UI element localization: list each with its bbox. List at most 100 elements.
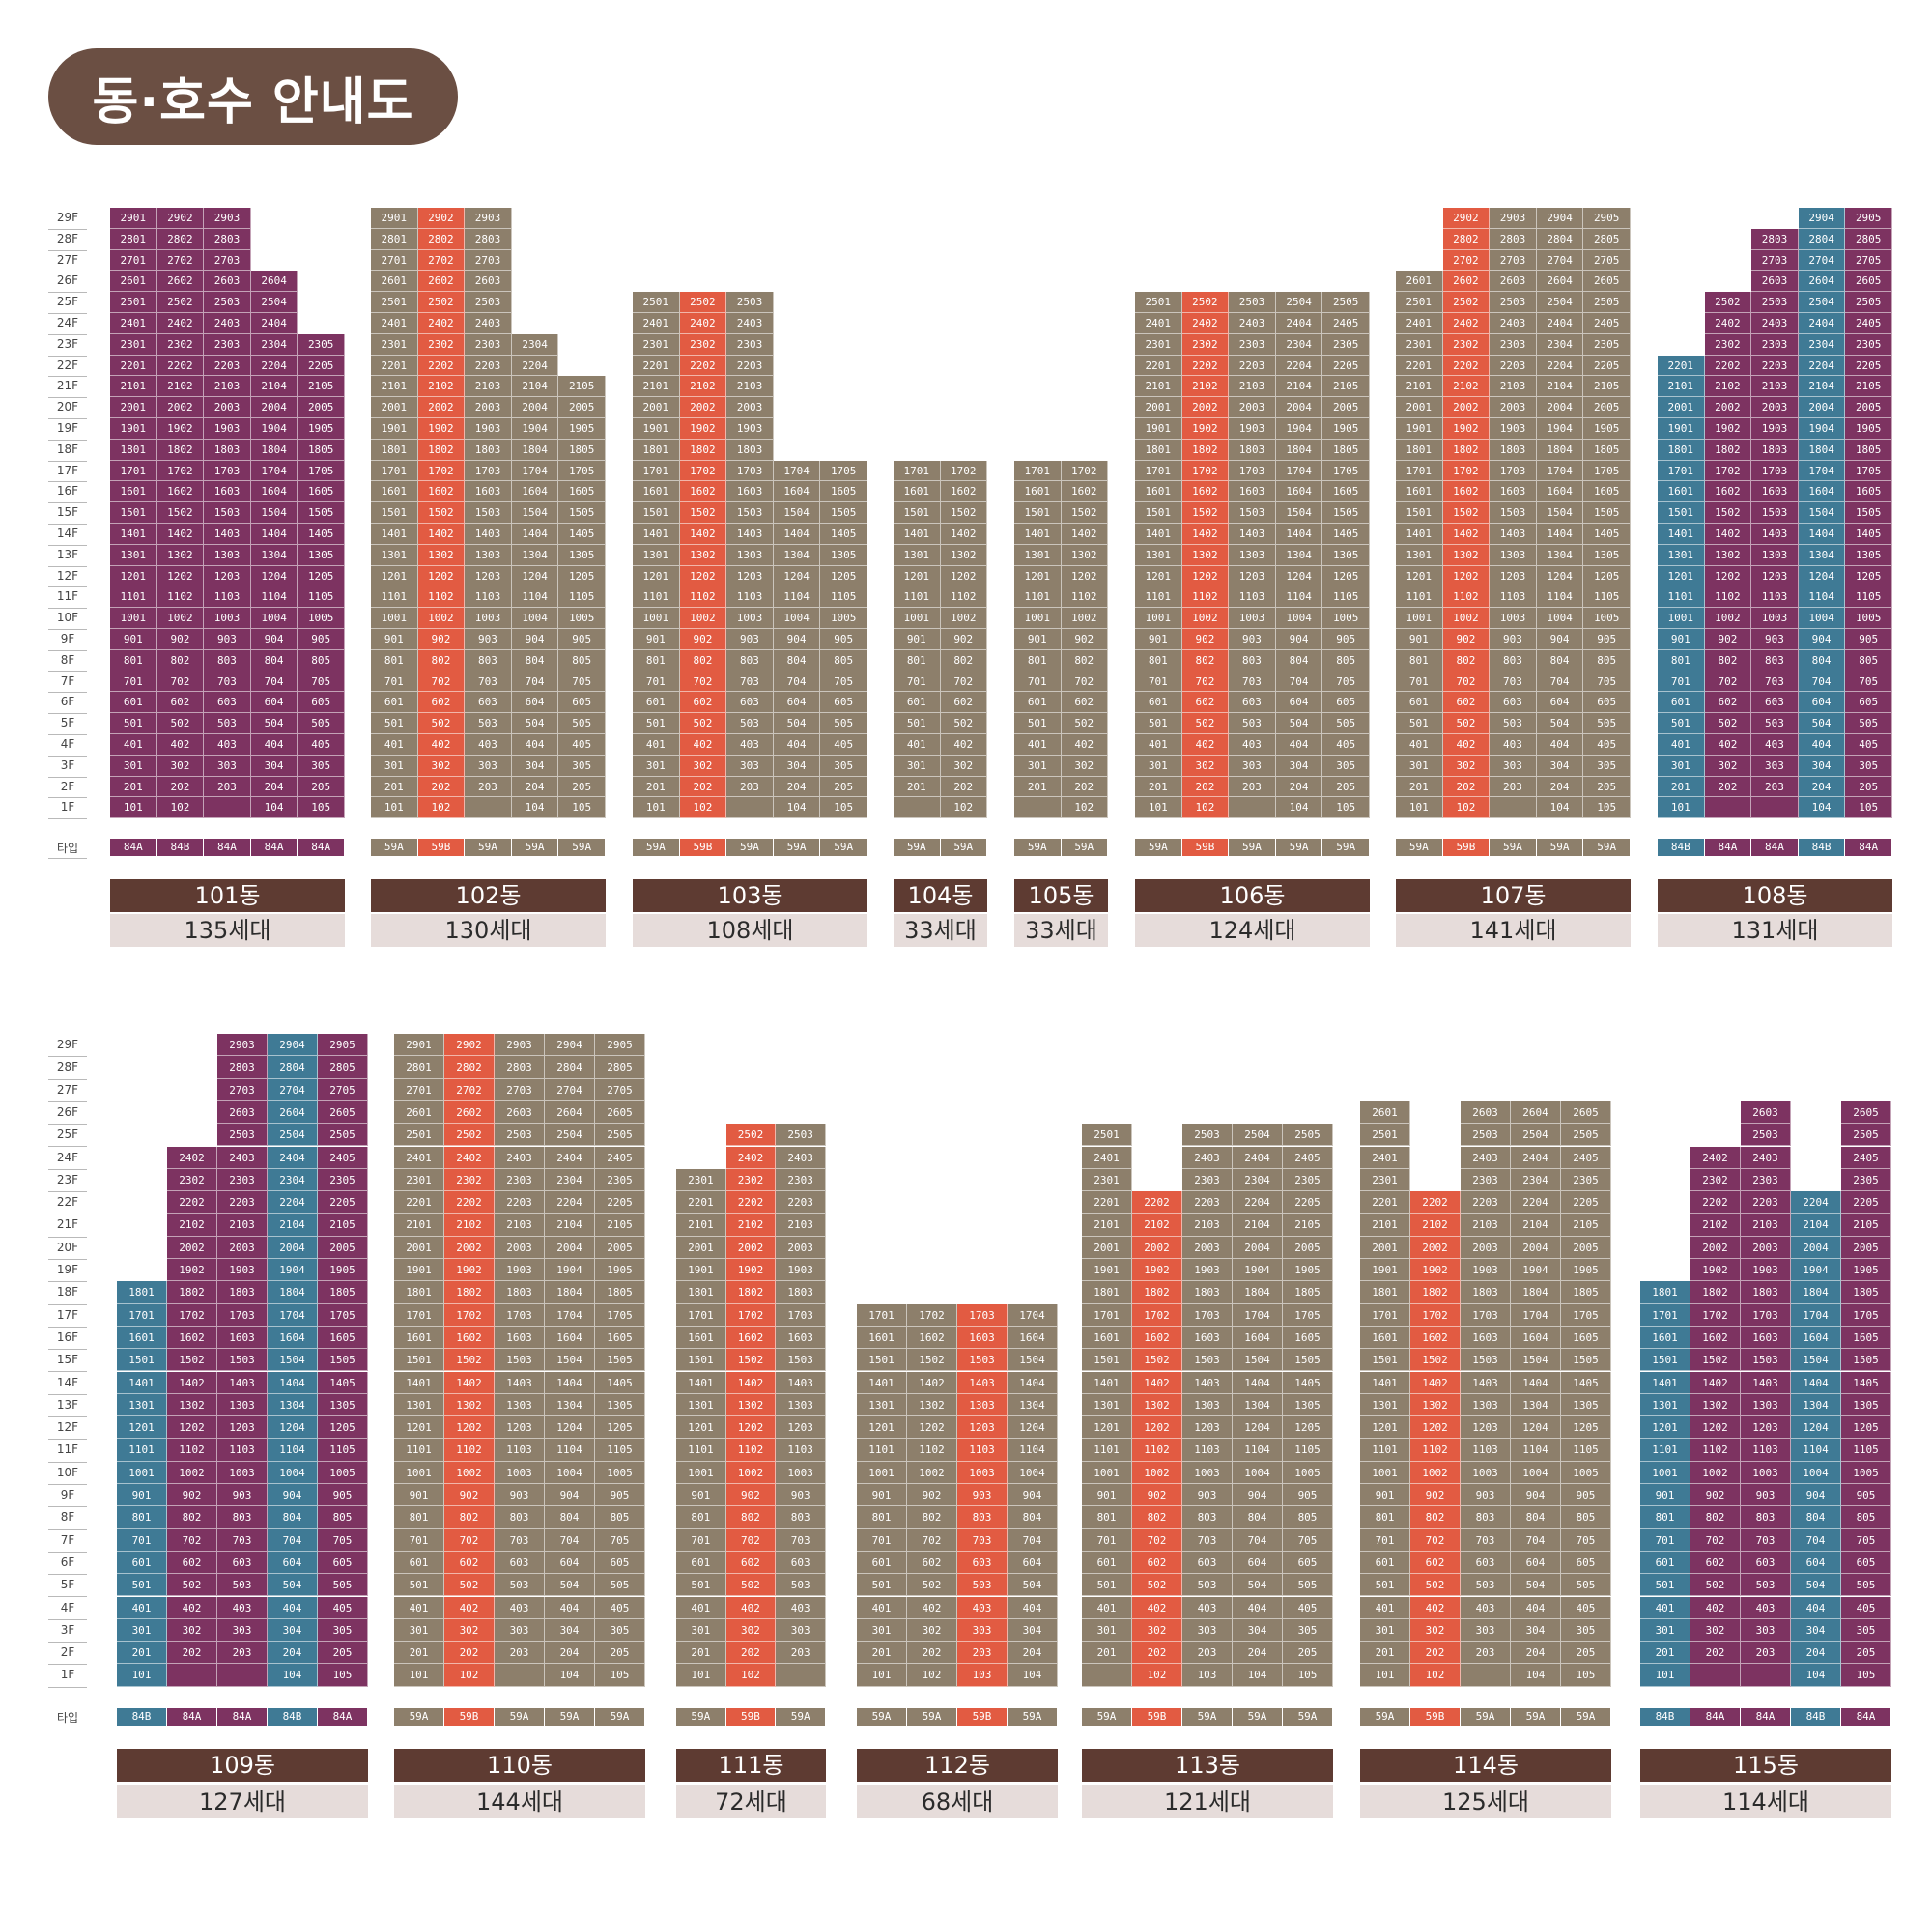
unit-cell: 1401 <box>1082 1371 1132 1394</box>
unit-cell: 1605 <box>1561 1326 1611 1350</box>
unit-cell: 1301 <box>371 544 418 566</box>
unit-cell: 1101 <box>1658 586 1705 609</box>
unit-cell: 801 <box>894 649 941 671</box>
unit-cell: 303 <box>495 1618 545 1643</box>
unit-cell: 1302 <box>167 1393 217 1417</box>
unit-cell: 2202 <box>417 355 466 377</box>
unit-cell: 2904 <box>268 1034 318 1057</box>
unit-cell: 102 <box>1181 797 1230 819</box>
floor-label: 6F <box>48 1552 87 1576</box>
unit-cell: 1503 <box>957 1349 1008 1372</box>
unit-cell: 1602 <box>907 1326 957 1350</box>
unit-cell: 1204 <box>1233 1416 1283 1440</box>
unit-cell-empty <box>1082 1664 1132 1687</box>
unit-cell: 1702 <box>1690 1303 1741 1327</box>
unit-cell: 2903 <box>465 208 512 229</box>
unit-cell: 901 <box>1640 1484 1690 1507</box>
unit-cell: 204 <box>1536 776 1584 798</box>
unit-cell: 2102 <box>679 376 727 398</box>
type-cell: 59A <box>1283 1708 1333 1726</box>
type-cell: 84B <box>1798 839 1846 856</box>
unit-cell: 203 <box>957 1642 1008 1665</box>
unit-cell: 303 <box>1182 1618 1233 1643</box>
unit-cell: 1201 <box>1640 1416 1690 1440</box>
unit-cell: 405 <box>318 1596 368 1619</box>
unit-cell: 1103 <box>1741 1439 1791 1462</box>
unit-cell: 2202 <box>1442 355 1491 377</box>
unit-cell: 2703 <box>1490 249 1537 271</box>
unit-cell: 805 <box>1283 1506 1333 1529</box>
unit-cell: 304 <box>1791 1618 1841 1643</box>
unit-cell: 1705 <box>820 460 867 482</box>
unit-cell: 1602 <box>167 1326 217 1350</box>
unit-cell: 101 <box>676 1664 726 1687</box>
unit-cell: 1003 <box>204 608 251 629</box>
unit-cell: 2305 <box>595 1168 645 1192</box>
unit-cell: 604 <box>1791 1551 1841 1575</box>
unit-cell: 404 <box>250 734 298 756</box>
unit-cell: 1205 <box>1841 1416 1891 1440</box>
unit-cell: 905 <box>298 629 345 650</box>
unit-cell: 903 <box>1182 1484 1233 1507</box>
unit-cell: 301 <box>1658 755 1705 777</box>
unit-cell: 1402 <box>1181 524 1230 545</box>
unit-cell: 904 <box>1233 1484 1283 1507</box>
unit-cell: 301 <box>1360 1618 1410 1643</box>
unit-cell: 1102 <box>679 586 727 609</box>
unit-cell: 902 <box>1410 1484 1461 1507</box>
unit-cell: 701 <box>117 1528 167 1552</box>
unit-cell: 1903 <box>465 418 512 440</box>
unit-cell: 1503 <box>1229 502 1276 524</box>
unit-cell: 605 <box>595 1551 645 1575</box>
unit-cell: 603 <box>726 692 774 714</box>
unit-cell: 203 <box>495 1642 545 1665</box>
floor-label: 13F <box>48 545 87 567</box>
unit-cell: 804 <box>1791 1506 1841 1529</box>
unit-cell: 2402 <box>1704 313 1752 334</box>
unit-cell: 2003 <box>465 397 512 418</box>
unit-cell: 1604 <box>1536 481 1584 503</box>
unit-cell: 2904 <box>545 1034 595 1057</box>
unit-cell: 2001 <box>1396 397 1443 418</box>
unit-cell: 1003 <box>1182 1461 1233 1484</box>
unit-cell: 2503 <box>465 292 512 313</box>
unit-cell: 303 <box>204 755 251 777</box>
unit-cell: 1403 <box>1229 524 1276 545</box>
type-cell: 84B <box>268 1708 318 1726</box>
unit-cell: 1905 <box>1283 1259 1333 1282</box>
unit-cell: 505 <box>1561 1574 1611 1597</box>
unit-cell: 1604 <box>773 481 821 503</box>
unit-cell: 2502 <box>156 292 205 313</box>
unit-cell: 1003 <box>1490 608 1537 629</box>
unit-cell: 2702 <box>156 249 205 271</box>
unit-cell: 1902 <box>1181 418 1230 440</box>
unit-cell: 2404 <box>268 1146 318 1169</box>
unit-cell: 1604 <box>1798 481 1846 503</box>
unit-cell: 2904 <box>1798 208 1846 229</box>
unit-cell: 701 <box>1082 1528 1132 1552</box>
unit-cell: 405 <box>298 734 345 756</box>
unit-cell: 1205 <box>820 565 867 587</box>
unit-cell: 2402 <box>444 1146 495 1169</box>
unit-cell: 701 <box>1396 671 1443 693</box>
unit-cell-empty <box>217 1664 268 1687</box>
unit-cell: 1402 <box>907 1371 957 1394</box>
unit-cell: 1002 <box>725 1461 777 1484</box>
unit-cell: 1001 <box>1360 1461 1410 1484</box>
unit-cell: 1303 <box>217 1393 268 1417</box>
unit-cell: 1103 <box>204 586 251 609</box>
unit-cell: 502 <box>725 1574 777 1597</box>
unit-cell: 2803 <box>217 1056 268 1079</box>
unit-cell: 1502 <box>167 1349 217 1372</box>
unit-cell: 604 <box>511 692 559 714</box>
unit-cell: 1102 <box>417 586 466 609</box>
unit-cell: 1304 <box>545 1393 595 1417</box>
unit-cell: 2002 <box>1442 397 1491 418</box>
unit-cell: 2202 <box>1410 1191 1461 1214</box>
unit-cell: 1605 <box>1841 1326 1891 1350</box>
unit-cell: 1503 <box>495 1349 545 1372</box>
unit-cell: 1801 <box>1135 439 1182 461</box>
unit-cell: 805 <box>558 649 606 671</box>
unit-cell: 105 <box>1845 797 1892 819</box>
unit-cell: 2903 <box>1490 208 1537 229</box>
